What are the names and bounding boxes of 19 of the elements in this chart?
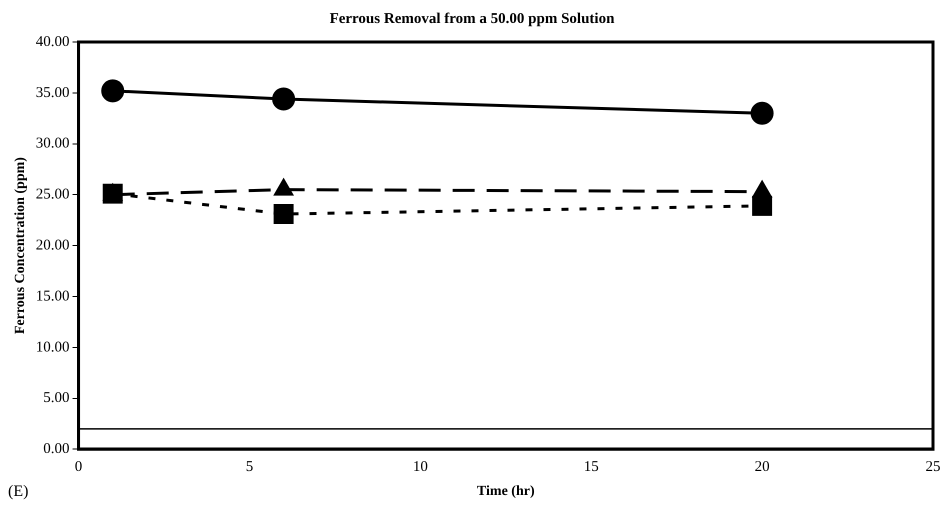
- chart-title: Ferrous Removal from a 50.00 ppm Solution: [330, 10, 616, 27]
- y-tick-label: 25.00: [36, 186, 70, 203]
- y-tick-label: 5.00: [43, 390, 70, 406]
- y-tick-label: 35.00: [36, 84, 70, 101]
- x-tick-label: 25: [926, 459, 940, 476]
- y-tick-label: 10.00: [36, 339, 70, 356]
- x-tick-label: 20: [754, 459, 770, 476]
- y-tick-label: 40.00: [36, 34, 70, 50]
- x-tick-label: 5: [246, 459, 254, 476]
- y-tick-label: 20.00: [36, 238, 70, 254]
- y-axis-title: Ferrous Concentration (ppm): [13, 156, 28, 334]
- x-tick-label: 10: [412, 459, 428, 476]
- y-tick-label: 30.00: [36, 136, 70, 152]
- x-tick-label: 0: [74, 459, 82, 476]
- y-tick-label: 15.00: [36, 288, 70, 304]
- y-tick-label: 0.00: [43, 441, 70, 458]
- text: (E): [8, 483, 28, 500]
- x-tick-label: 15: [584, 459, 599, 476]
- x-axis-title: Time (hr): [476, 484, 535, 500]
